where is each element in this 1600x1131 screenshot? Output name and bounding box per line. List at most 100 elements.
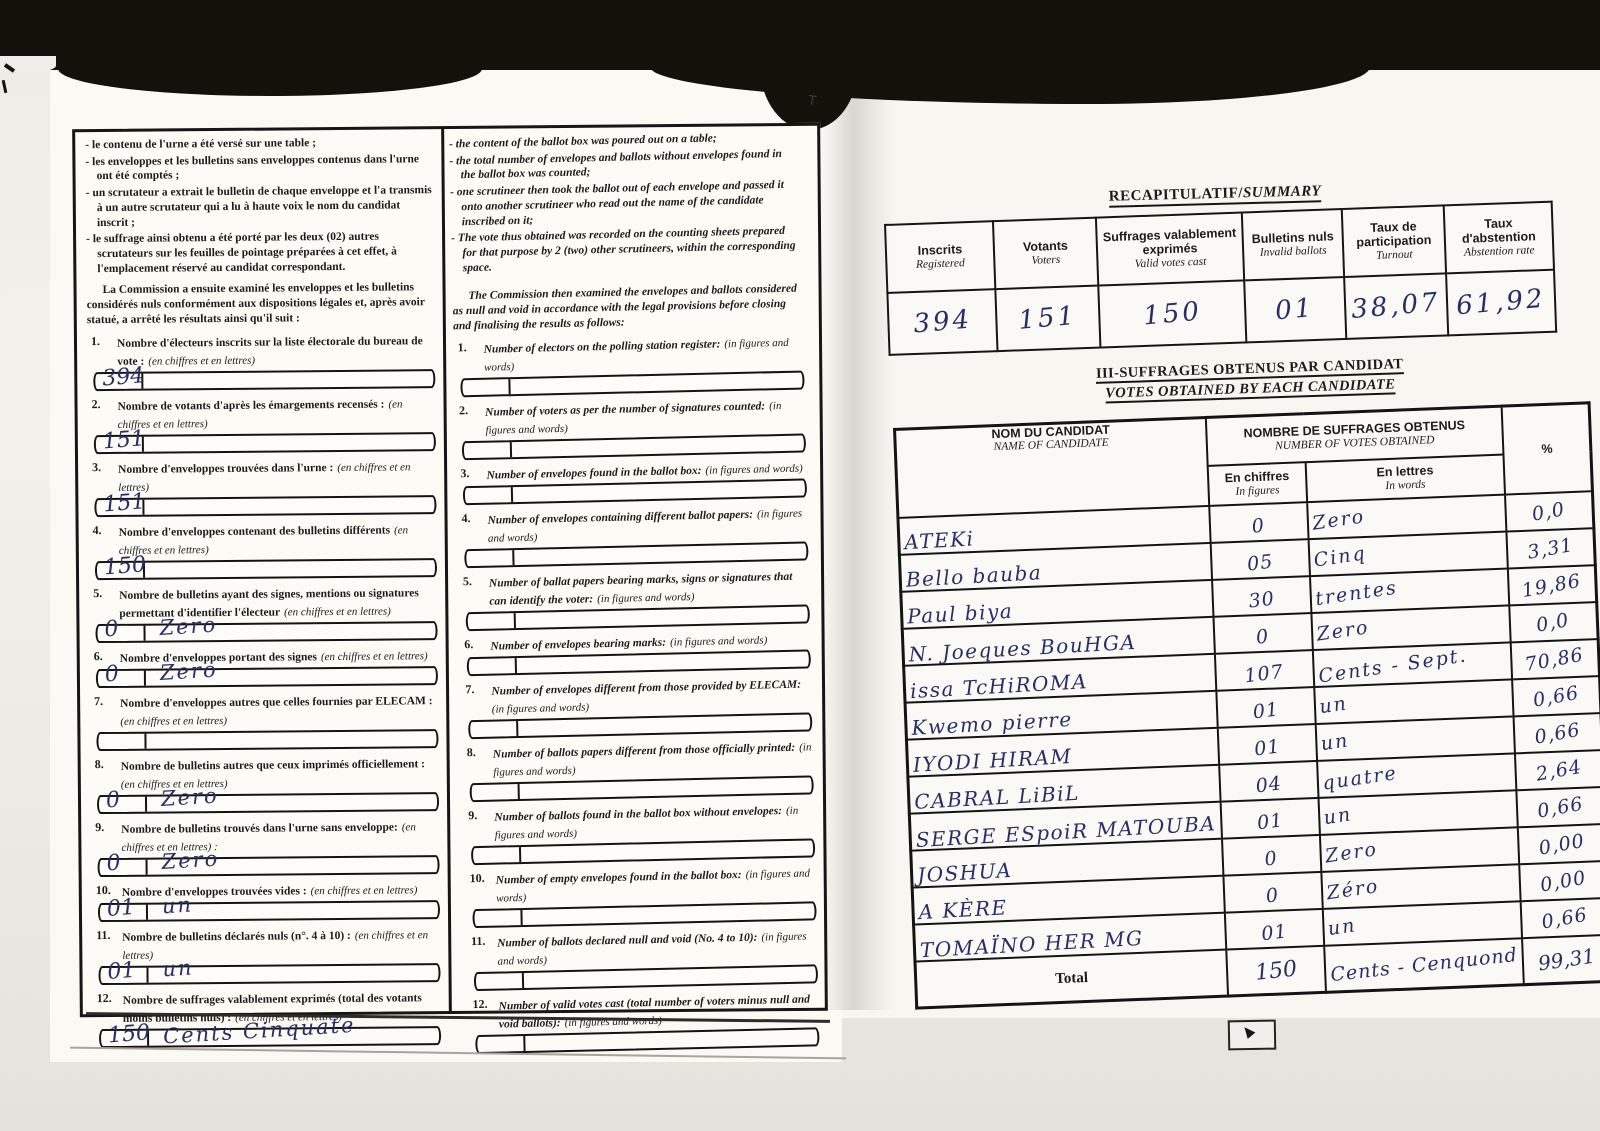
question-label: Number of voters as per the number of si… [484,400,766,419]
handwritten-name: Paul biya [906,598,1014,629]
handwritten-figure: 0 [1254,625,1271,649]
answer-box [473,963,819,991]
handwritten-figure: 01 [1252,735,1282,761]
answer-box [466,649,811,676]
candidate-figures-cell: 0 [1209,502,1309,543]
french-bullet-list: le contenu de l'urne a été versé sur une… [85,135,434,277]
question-number: 5. [462,573,473,588]
figures-cell [463,441,513,458]
handwritten-name: JOSHUA [916,857,1013,888]
summary-header-cell: Inscrits Registered [885,221,996,293]
question-hint: (in figures and words) [491,701,590,716]
handwritten-total-words: Cents - Cenquond [1329,943,1519,987]
figures-cell [474,909,523,926]
right-page [842,70,1600,1018]
handwritten-figure: 0 [1264,884,1281,908]
figures-cell [98,733,147,749]
candidate-percent-cell: 0,66 [1512,676,1600,717]
handwritten-percent: 0,66 [1539,903,1589,934]
figures-cell [466,549,515,566]
header-label-pct: % [1541,441,1553,456]
question-hint: (en chiffres et en lettres) [284,605,391,619]
handwritten-words: un [1317,692,1350,719]
handwritten-words: Zero [1315,616,1371,646]
words-cell [521,840,813,862]
handwritten-figure: 0 [105,850,122,877]
handwritten-percent: 0,66 [1530,681,1581,712]
candidate-figures-cell: 05 [1210,539,1310,580]
question-number: 10. [95,882,111,897]
bullet-item: le suffrage ainsi obtenu a été porté par… [86,229,434,276]
candidate-figures-cell: 30 [1211,576,1312,617]
question-label: Nombre d'enveloppes trouvées vides : [121,884,307,899]
candidate-figures-cell: 0 [1221,834,1322,876]
handwritten-value: 151 [1017,300,1079,336]
question-number: 9. [95,819,105,834]
answer-box: 01 un [97,892,441,922]
handwritten-percent: 0,66 [1535,792,1585,823]
handwritten-figure: 150 [107,1019,151,1049]
figures-cell [475,972,525,989]
form-question: 2. Number of voters as per the number of… [455,395,807,460]
candidate-percent-cell: 2,64 [1514,749,1600,791]
summary-header-cell: Taux d'abstention Abstention rate [1443,201,1555,274]
form-question: 3. Nombre d'enveloppes trouvées dans l'u… [88,457,437,517]
question-hint: (in figures and words) [597,590,695,605]
handwritten-figure: 01 [1259,920,1289,946]
question-number: 8. [466,744,476,759]
handwritten-words: Zero [159,657,219,685]
question-number: 7. [94,693,104,708]
french-items: 1. Nombre d'électeurs inscrits sur la li… [87,331,442,1048]
handwritten-value: 38,07 [1350,287,1443,326]
total-figures-cell: 150 [1226,945,1326,997]
form-question: 8. Number of ballots papers different fr… [463,737,814,802]
candidate-figures-cell: 01 [1216,687,1316,728]
handwritten-words: un [161,892,194,918]
bullet-item: le contenu de l'urne a été versé sur une… [85,135,433,153]
question-label: Number of ballots declared null and void… [496,931,758,950]
form-box: le contenu de l'urne a été versé sur une… [72,122,828,1054]
handwritten-value: 394 [911,304,973,340]
question-number: 11. [470,933,486,948]
form-question: 4. Number of envelopes containing differ… [457,503,809,568]
answer-box: 151 [93,426,436,454]
handwritten-words: Zero [158,612,218,640]
form-question: 11. Nombre de bulletins déclarés nuls (n… [92,925,441,985]
header-label-en: Voters [1031,253,1061,267]
question-label: Nombre de bulletins trouvés dans l'urne … [121,821,398,836]
answer-box [465,604,810,631]
candidate-percent-cell: 0,66 [1516,786,1600,828]
words-cell [524,966,816,988]
form-question: 11. Number of ballots declared null and … [467,926,819,991]
answer-box [460,370,805,397]
bullet-item: one scrutineer then took the ballot out … [450,178,801,230]
question-label: Number of ballots papers different from … [492,741,796,761]
bullet-item: un scrutateur a extrait le bulletin de c… [86,183,434,230]
french-paragraph: La Commission a ensuite examiné les enve… [86,281,425,327]
handwritten-words: un [161,955,195,981]
candidate-figures-cell: 01 [1217,723,1317,765]
candidate-percent-cell: 70,86 [1510,639,1600,680]
words-cell [518,714,810,736]
question-label: Number of electors on the polling statio… [483,338,721,356]
summary-value-cell: 38,07 [1344,273,1449,339]
question-number: 10. [469,870,485,885]
handwritten-figure: 0 [105,787,121,814]
question-hint: (en chiffres et en lettres) [310,883,418,897]
english-paragraph: The Commission then examined the envelop… [452,283,797,333]
answer-box: 150 Cents Cinquate [98,1012,442,1048]
handwritten-words: Zero [1323,838,1380,868]
figures-cell [471,783,520,800]
answer-box: 0 Zero [97,846,440,877]
question-number: 9. [468,807,478,822]
answer-box [472,900,817,928]
candidate-percent-cell: 0,0 [1509,602,1599,643]
answer-box: 01 un [98,955,441,985]
words-cell [146,731,436,749]
header-label-fr: Taux de participation [1356,219,1432,250]
handwritten-name: ATEKi [903,526,976,555]
words-cell [510,372,802,394]
column-divider [441,129,452,1012]
question-label: Number of envelopes containing different… [487,508,754,527]
